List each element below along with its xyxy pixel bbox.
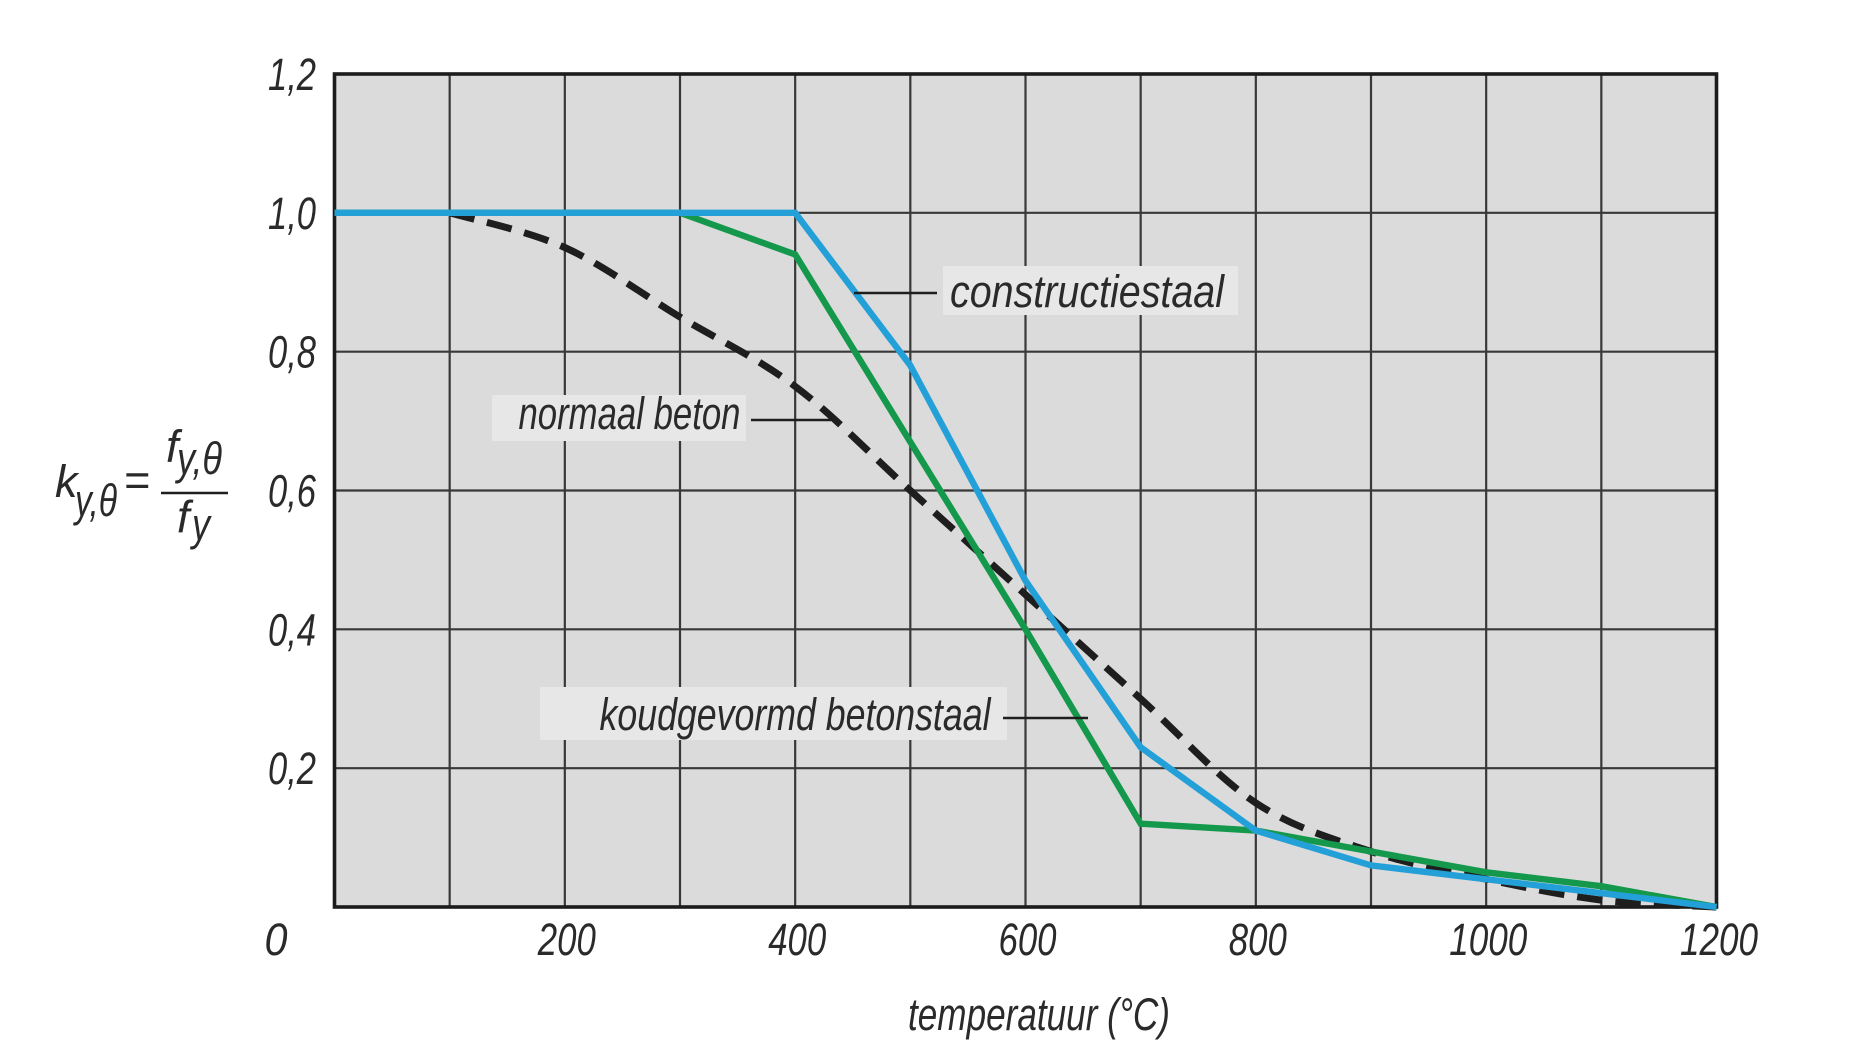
svg-text:y,θ: y,θ [175,433,223,484]
svg-text:0,6: 0,6 [268,466,317,517]
svg-text:0: 0 [265,914,288,965]
svg-text:200: 200 [537,914,596,965]
svg-text:0,2: 0,2 [268,743,316,794]
svg-text:temperatuur (°C): temperatuur (°C) [908,989,1170,1040]
svg-text:800: 800 [1229,914,1287,965]
svg-text:1,0: 1,0 [268,188,316,239]
svg-text:y: y [190,499,212,550]
svg-text:0,4: 0,4 [268,604,316,655]
svg-text:1000: 1000 [1449,914,1527,965]
svg-text:400: 400 [768,914,826,965]
svg-text:koudgevormd betonstaal: koudgevormd betonstaal [600,689,993,740]
svg-text:1,2: 1,2 [268,49,316,100]
svg-text:600: 600 [999,914,1057,965]
svg-text:normaal beton: normaal beton [519,388,741,439]
svg-text:y,θ: y,θ [73,475,118,526]
svg-text:constructiestaal: constructiestaal [950,266,1226,317]
svg-text:1200: 1200 [1680,914,1758,965]
svg-text:k: k [55,456,80,507]
svg-text:0,8: 0,8 [268,327,316,378]
svg-text:=: = [124,455,150,506]
